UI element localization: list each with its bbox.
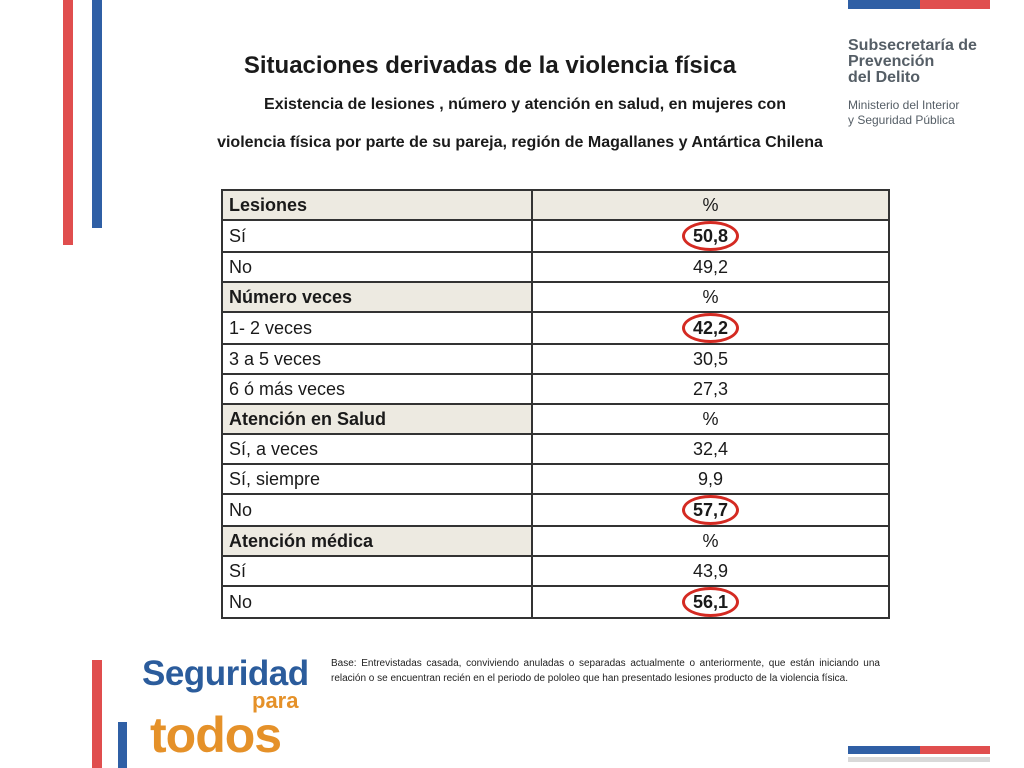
stripe-blue-top-right	[848, 0, 920, 9]
table-row: 1- 2 veces 42,2	[221, 311, 890, 345]
stripe-gray-bottom-right	[848, 757, 990, 762]
logo-word-para: para	[252, 688, 299, 713]
row-label: 6 ó más veces	[221, 373, 533, 405]
row-label: Sí, siempre	[221, 463, 533, 495]
highlighted-value: 57,7	[681, 496, 740, 524]
stripe-blue-left-top	[92, 0, 102, 228]
ministry-line1: Ministerio del Interior	[848, 98, 960, 112]
stripe-red-left-bottom	[92, 660, 102, 768]
row-value-cell: 9,9	[531, 463, 890, 495]
table-section-header: Lesiones%	[221, 189, 890, 221]
page-title: Situaciones derivadas de la violencia fí…	[243, 52, 737, 79]
stripe-red-left-top	[63, 0, 73, 245]
table-section-header: Atención en Salud%	[221, 403, 890, 435]
org-name-line3: del Delito	[848, 69, 921, 86]
row-label: No	[221, 585, 533, 619]
row-value-cell: 32,4	[531, 433, 890, 465]
row-value-cell: 50,8	[531, 219, 890, 253]
org-name-line1: Subsecretaría de	[848, 37, 977, 54]
row-value-cell: 49,2	[531, 251, 890, 283]
row-value-cell: 56,1	[531, 585, 890, 619]
lesiones-table: Lesiones% Sí 50,8 No 49,2 Número veces% 1- 2 v…	[221, 189, 890, 619]
stripe-blue-bottom-right	[848, 746, 920, 754]
row-value-cell: %	[531, 525, 890, 557]
highlighted-value: 56,1	[681, 588, 740, 616]
row-value-cell: %	[531, 189, 890, 221]
logo-word-todos: todos	[150, 707, 282, 763]
row-value-cell: %	[531, 403, 890, 435]
table-row: No 57,7	[221, 493, 890, 527]
table-row: Sí, a veces 32,4	[221, 433, 890, 465]
row-label: Número veces	[221, 281, 533, 313]
stripe-blue-left-bottom	[118, 722, 127, 768]
org-name-line2: Prevención	[848, 53, 935, 70]
table-row: No 56,1	[221, 585, 890, 619]
ministry-line2: y Seguridad Pública	[848, 113, 955, 127]
subtitle-line1: Existencia de lesiones , número y atenci…	[264, 96, 786, 113]
subtitle-line2: violencia física por parte de su pareja,…	[217, 134, 823, 151]
row-value-cell: 42,2	[531, 311, 890, 345]
row-value-cell: 43,9	[531, 555, 890, 587]
stripe-red-top-right	[920, 0, 990, 9]
logo-word-seguridad: Seguridad	[142, 654, 309, 693]
row-label: No	[221, 493, 533, 527]
row-value-cell: 27,3	[531, 373, 890, 405]
row-label: 3 a 5 veces	[221, 343, 533, 375]
row-label: Sí	[221, 219, 533, 253]
table-section-header: Atención médica%	[221, 525, 890, 557]
row-value-cell: 30,5	[531, 343, 890, 375]
table-row: Sí, siempre 9,9	[221, 463, 890, 495]
table-section-header: Número veces%	[221, 281, 890, 313]
table-row: Sí 50,8	[221, 219, 890, 253]
table-row: Sí 43,9	[221, 555, 890, 587]
row-label: Sí	[221, 555, 533, 587]
highlighted-value: 42,2	[681, 314, 740, 342]
base-note: Base: Entrevistadas casada, conviviendo …	[331, 658, 880, 684]
org-logo: Subsecretaría de Prevención del Delito M…	[848, 38, 977, 128]
seguridad-para-todos-logo: Seguridad para todos	[142, 654, 322, 763]
row-label: Atención en Salud	[221, 403, 533, 435]
table-row: 3 a 5 veces 30,5	[221, 343, 890, 375]
table-row: 6 ó más veces 27,3	[221, 373, 890, 405]
row-label: Sí, a veces	[221, 433, 533, 465]
row-label: No	[221, 251, 533, 283]
row-label: Lesiones	[221, 189, 533, 221]
table-row: No 49,2	[221, 251, 890, 283]
row-label: Atención médica	[221, 525, 533, 557]
stripe-red-bottom-right	[920, 746, 990, 754]
row-label: 1- 2 veces	[221, 311, 533, 345]
row-value-cell: 57,7	[531, 493, 890, 527]
highlighted-value: 50,8	[681, 222, 740, 250]
row-value-cell: %	[531, 281, 890, 313]
